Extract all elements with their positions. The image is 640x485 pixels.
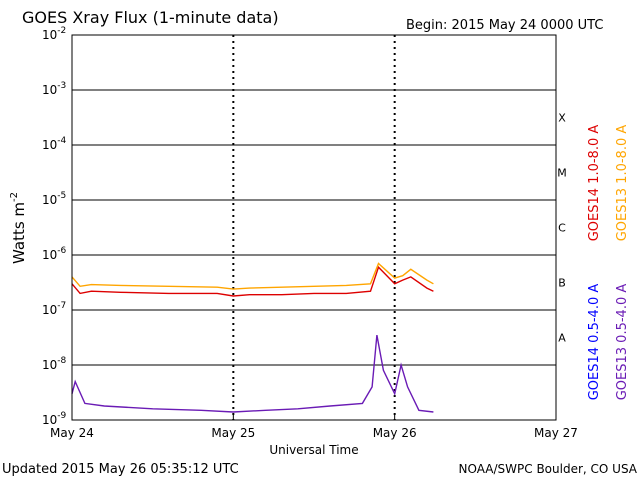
y-tick-label: 10-2 — [42, 26, 66, 42]
x-tick-label: May 27 — [534, 426, 578, 440]
y-tick-label: 10-7 — [42, 301, 66, 317]
flare-class-label: X — [558, 112, 566, 125]
y-tick-label: 10-8 — [42, 356, 67, 372]
legend-label: GOES13 0.5-4.0 A — [615, 284, 630, 401]
x-axis-title: Universal Time — [269, 443, 358, 457]
series-line — [71, 262, 434, 290]
x-tick-label: May 24 — [50, 426, 94, 440]
legend-label: GOES14 1.0-8.0 A — [587, 125, 602, 242]
begin-label: Begin: 2015 May 24 0000 UTC — [406, 18, 603, 33]
chart-title: GOES Xray Flux (1-minute data) — [22, 8, 279, 27]
legend-label: GOES13 1.0-8.0 A — [615, 125, 630, 242]
flare-class-label: A — [558, 332, 566, 345]
y-tick-label: 10-3 — [42, 81, 66, 97]
flare-class-label: M — [557, 167, 567, 180]
y-tick-label: 10-5 — [42, 191, 66, 207]
flare-class-label: B — [558, 277, 566, 290]
y-axis-title: Watts m-2 — [9, 192, 28, 264]
plot-frame — [71, 34, 557, 421]
series-line — [71, 334, 434, 413]
y-tick-label: 10-4 — [42, 136, 67, 152]
y-tick-label: 10-9 — [42, 411, 67, 427]
y-tick-label: 10-6 — [42, 246, 67, 262]
x-tick-label: May 26 — [373, 426, 417, 440]
x-tick-label: May 25 — [211, 426, 255, 440]
series-line — [71, 265, 434, 297]
legend-label: GOES14 0.5-4.0 A — [587, 284, 602, 401]
flare-class-label: C — [558, 222, 566, 235]
footer-updated: Updated 2015 May 26 05:35:12 UTC — [2, 462, 239, 477]
footer-credit: NOAA/SWPC Boulder, CO USA — [459, 462, 638, 476]
